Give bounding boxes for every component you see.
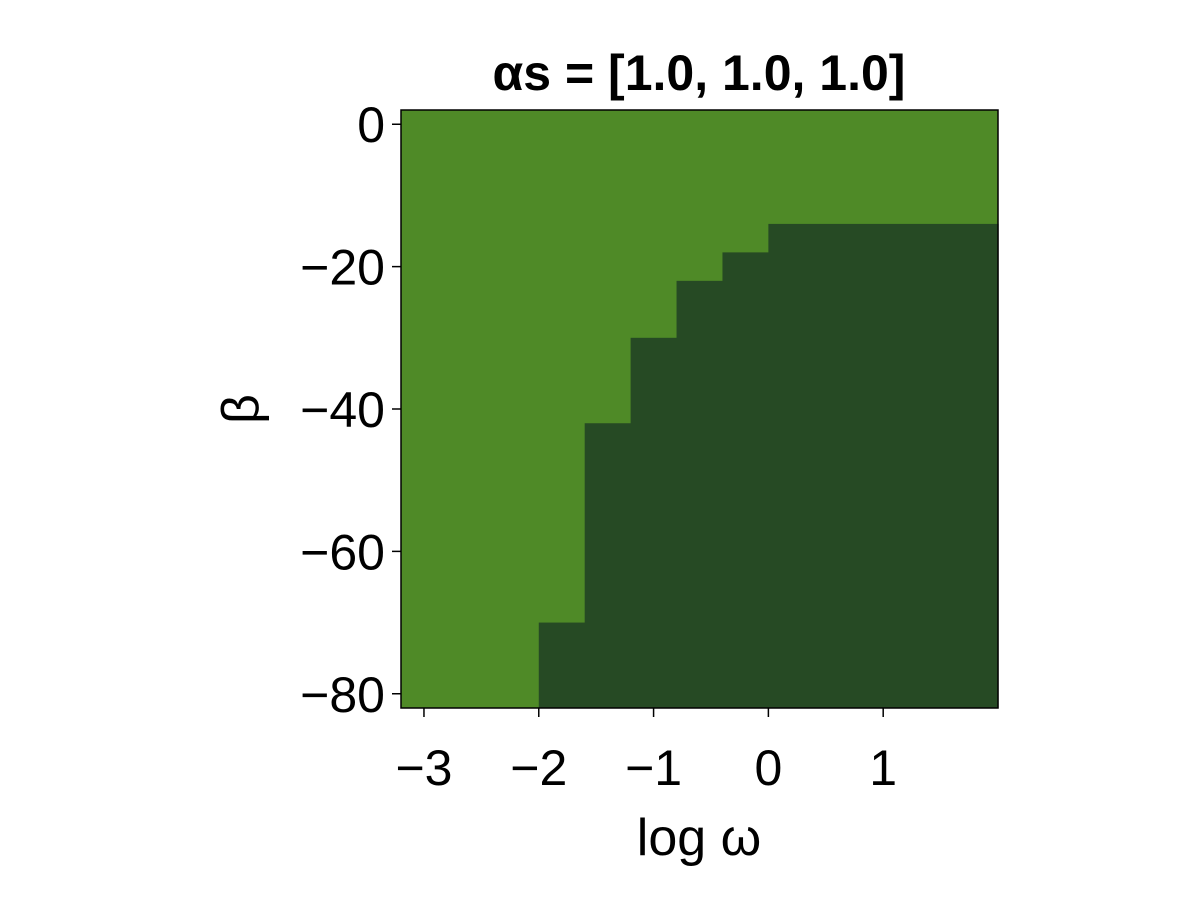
- x-axis: −3 −2 −1 0 1: [395, 708, 897, 796]
- x-tick-label: −2: [510, 740, 567, 796]
- x-tick-label: 1: [869, 740, 897, 796]
- x-axis-label: log ω: [637, 809, 761, 867]
- dark-region-column: [630, 337, 678, 708]
- y-tick-label: −40: [300, 382, 385, 438]
- y-tick-label: −20: [300, 240, 385, 296]
- dark-region-column: [768, 223, 999, 708]
- dark-region-column: [584, 423, 632, 708]
- dark-region-column: [676, 280, 724, 708]
- y-axis: 0 −20 −40 −60 −80: [300, 97, 401, 723]
- x-tick-label: −1: [625, 740, 682, 796]
- chart-title: αs = [1.0, 1.0, 1.0]: [493, 45, 906, 101]
- x-tick-label: −3: [395, 740, 452, 796]
- plot-area: [400, 109, 999, 709]
- y-tick-label: 0: [357, 97, 385, 153]
- y-axis-label: β: [212, 394, 270, 424]
- y-tick-label: −80: [300, 667, 385, 723]
- dark-region-column: [538, 622, 586, 708]
- x-tick-label: 0: [754, 740, 782, 796]
- dark-region-column: [722, 252, 769, 708]
- y-tick-label: −60: [300, 524, 385, 580]
